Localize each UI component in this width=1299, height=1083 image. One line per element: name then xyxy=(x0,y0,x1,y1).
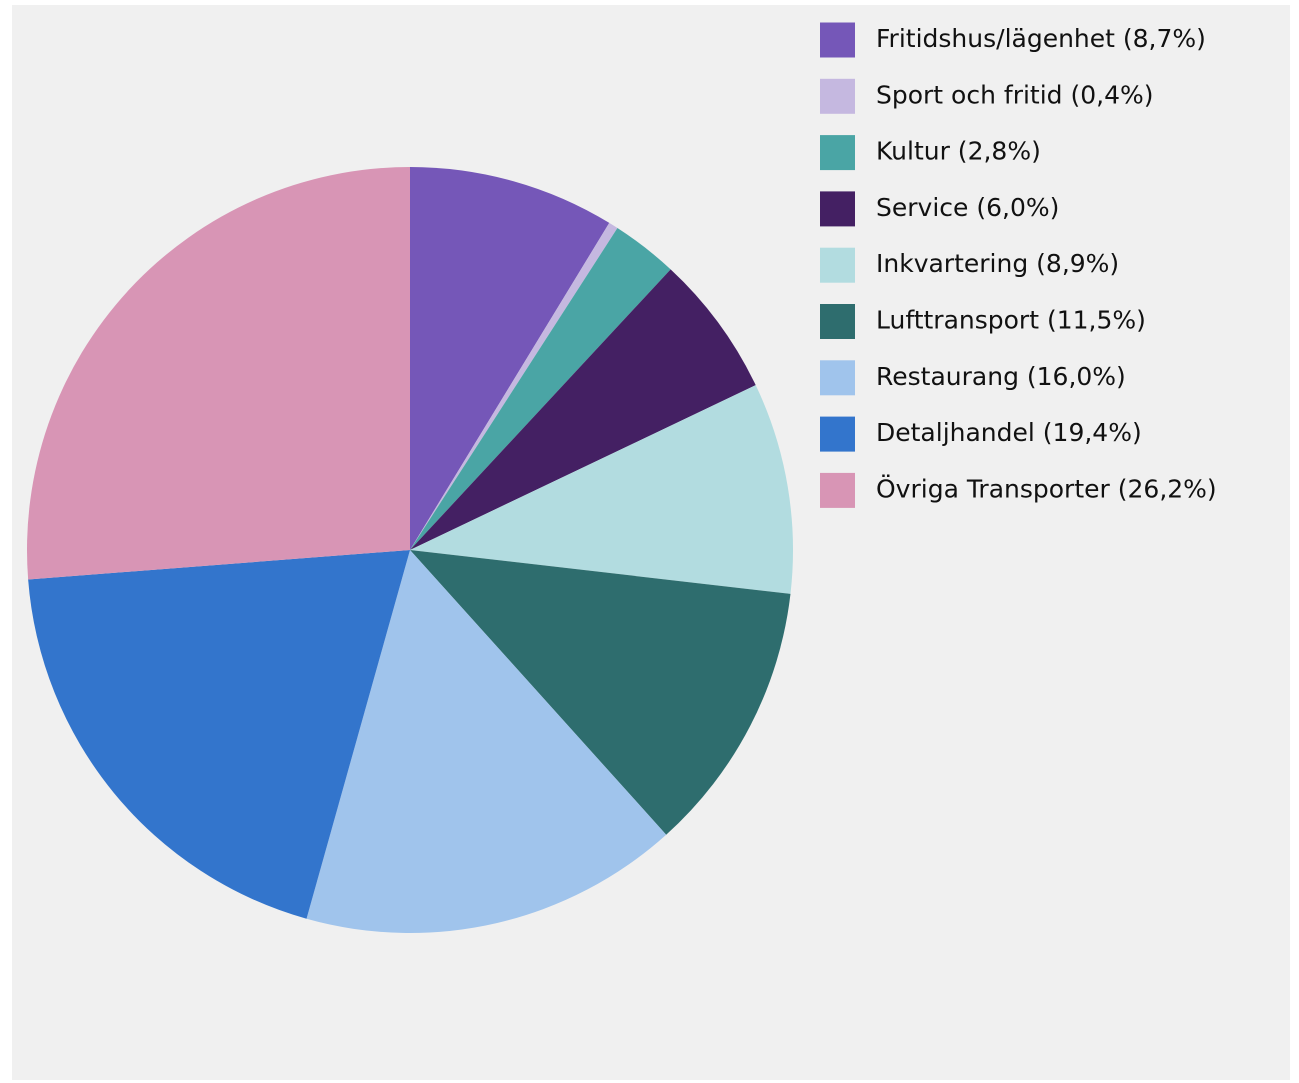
legend-label: Övriga Transporter (26,2%) xyxy=(876,474,1217,503)
legend-label: Fritidshus/lägenhet (8,7%) xyxy=(876,24,1206,53)
pie-slice xyxy=(410,167,610,550)
legend-label: Detaljhandel (19,4%) xyxy=(876,418,1142,447)
legend-label: Restaurang (16,0%) xyxy=(876,362,1126,391)
pie-slice xyxy=(410,269,756,550)
legend-label: Inkvartering (8,9%) xyxy=(876,249,1119,278)
pie-slice xyxy=(306,550,667,933)
legend-swatch xyxy=(820,472,855,508)
legend-swatch xyxy=(820,78,855,114)
pie-slice xyxy=(410,550,791,835)
pie-slice xyxy=(410,385,793,594)
pie-slice xyxy=(410,228,671,550)
pie-slice xyxy=(28,550,410,919)
pie-slice xyxy=(410,222,618,551)
legend-swatch xyxy=(820,416,855,452)
legend-swatch xyxy=(820,135,855,171)
legend-label: Lufttransport (11,5%) xyxy=(876,306,1146,335)
legend-swatch xyxy=(820,22,855,58)
legend-label: Kultur (2,8%) xyxy=(876,137,1041,166)
legend-swatch xyxy=(820,191,855,227)
pie-slice xyxy=(27,167,410,580)
legend-label: Service (6,0%) xyxy=(876,193,1059,222)
legend-label: Sport och fritid (0,4%) xyxy=(876,80,1154,109)
legend-swatch xyxy=(820,360,855,396)
legend-swatch xyxy=(820,247,855,283)
legend-swatch xyxy=(820,304,855,339)
